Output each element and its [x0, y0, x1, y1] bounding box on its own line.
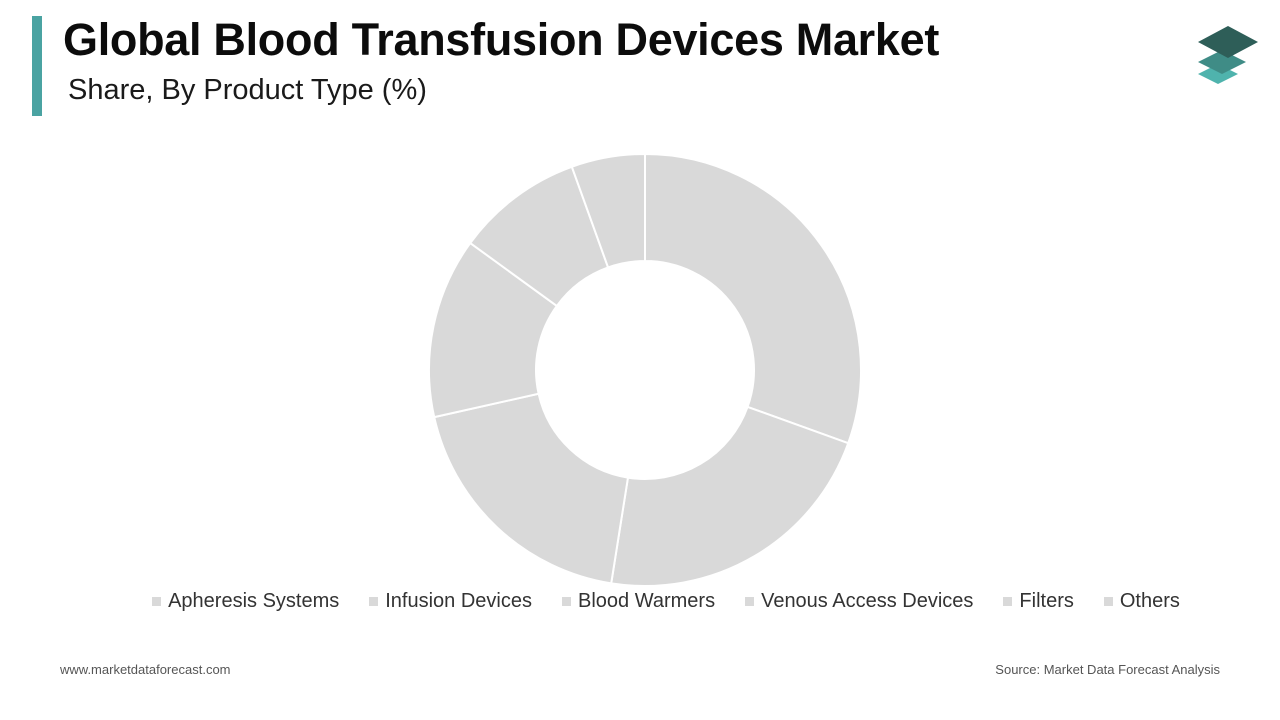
- legend-label: Infusion Devices: [385, 589, 532, 612]
- legend-swatch: [1003, 596, 1013, 606]
- donut-slice-others: [570, 152, 646, 269]
- title-accent-bar: [32, 16, 42, 116]
- legend-item: Venous Access Devices: [745, 590, 973, 613]
- website-url: www.marketdataforecast.com: [60, 662, 231, 677]
- logo-layer-top: [1198, 26, 1258, 58]
- legend-swatch: [745, 596, 755, 606]
- page-subtitle: Share, By Product Type (%): [68, 74, 427, 106]
- legend-item: Filters: [1003, 589, 1074, 613]
- legend-swatch: [152, 596, 162, 606]
- logo-layer-middle: [1198, 50, 1246, 74]
- chart-legend: Apheresis Systems Infusion Devices Blood W…: [0, 588, 1280, 614]
- legend-item: Others: [1103, 589, 1180, 613]
- stacked-layers-icon: [1198, 26, 1258, 84]
- legend-swatch: [369, 596, 379, 606]
- legend-swatch: [562, 596, 571, 606]
- legend-label: Venous Access Devices: [761, 589, 974, 612]
- legend-item: Infusion Devices: [369, 590, 532, 613]
- legend-label: Blood Warmers: [578, 589, 716, 612]
- donut-slice-blood-warmers: [433, 392, 630, 585]
- donut-slice-apheresis-systems: [644, 152, 862, 445]
- page-title: Global Blood Transfusion Devices Market: [63, 14, 940, 65]
- donut-slice-infusion-devices: [610, 405, 850, 587]
- legend-label: Filters: [1019, 589, 1074, 612]
- legend-label: Others: [1119, 589, 1180, 612]
- legend-swatch: [1103, 596, 1113, 606]
- source-note: Source: Market Data Forecast Analysis: [995, 662, 1220, 677]
- legend-item: Blood Warmers: [562, 590, 715, 613]
- legend-label: Apheresis Systems: [168, 589, 340, 612]
- legend-item: Apheresis Systems: [152, 590, 339, 613]
